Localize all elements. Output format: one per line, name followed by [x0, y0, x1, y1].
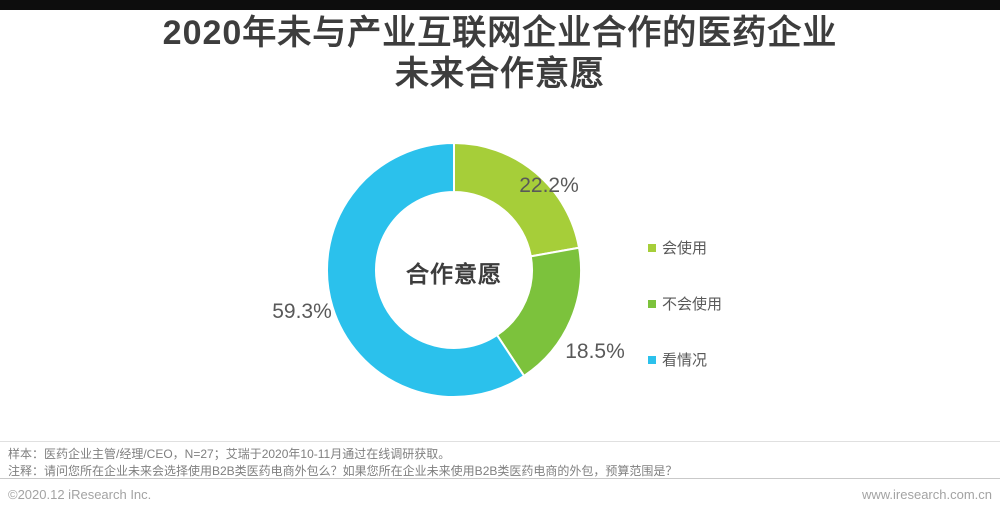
legend-item-depends: 看情况 — [648, 351, 722, 369]
slice-label-will-not-use: 18.5% — [565, 340, 625, 363]
legend-label-depends: 看情况 — [662, 352, 708, 369]
legend-swatch-will-use-icon — [648, 243, 656, 252]
legend-label-will-not-use: 不会使用 — [662, 296, 723, 313]
slice-label-will-use: 22.2% — [519, 174, 579, 197]
legend-label-will-use: 会使用 — [662, 240, 708, 257]
chart-title-line2: 未来合作意愿 — [395, 55, 605, 93]
top-accent-bar — [0, 0, 1000, 10]
chart-title: 2020年未与产业互联网企业合作的医药企业 未来合作意愿 — [0, 13, 1000, 95]
legend-item-will-use: 会使用 — [648, 239, 722, 257]
slice-label-depends: 59.3% — [272, 300, 332, 323]
donut-center-label: 合作意愿 — [406, 261, 502, 287]
footnotes: 样本：医药企业主管/经理/CEO，N=27；艾瑞于2020年10-11月通过在线… — [0, 441, 1000, 480]
donut-slice — [453, 142, 581, 258]
donut-chart — [326, 142, 582, 398]
sample-note: 样本：医药企业主管/经理/CEO，N=27；艾瑞于2020年10-11月通过在线… — [8, 447, 451, 461]
legend-swatch-depends-icon — [648, 355, 656, 364]
copyright-text: ©2020.12 iResearch Inc. — [8, 487, 152, 502]
chart-legend: 会使用 不会使用 看情况 — [648, 239, 723, 369]
donut-slice — [326, 142, 526, 398]
annotation-note: 注释：请问您所在企业未来会选择使用B2B类医药电商外包么？如果您所在企业未来使用… — [8, 464, 678, 478]
footer-bar: ©2020.12 iResearch Inc. www.iresearch.co… — [0, 478, 1000, 513]
legend-swatch-will-not-use-icon — [648, 299, 656, 308]
chart-title-line1: 2020年未与产业互联网企业合作的医药企业 — [162, 14, 838, 52]
legend-item-will-not-use: 不会使用 — [648, 295, 723, 313]
website-link[interactable]: www.iresearch.com.cn — [861, 487, 992, 502]
